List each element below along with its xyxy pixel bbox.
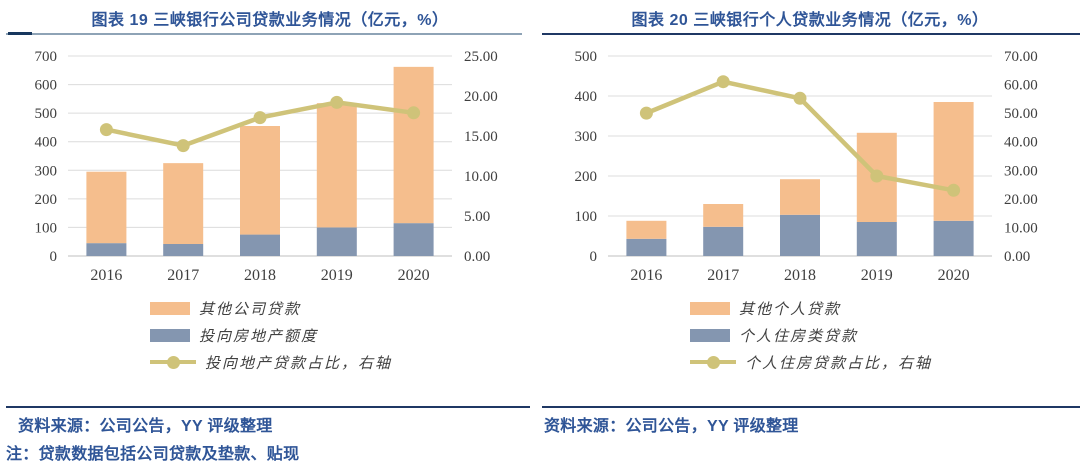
legend-label: 投向房地产额度 [199, 328, 319, 345]
svg-text:400: 400 [35, 135, 58, 151]
legend-item-personal-housing-loans: 个人住房类贷款 [690, 324, 932, 346]
svg-text:2018: 2018 [244, 267, 276, 284]
svg-text:500: 500 [35, 106, 58, 122]
blue-bar-swatch-icon [690, 328, 730, 342]
company-loan-stacked-bar-line-chart: 0 100 200 300 400 500 600 700 0.00 5.00 10.00 15.00… [35, 49, 498, 284]
svg-text:20.00: 20.00 [464, 89, 498, 105]
svg-text:2020: 2020 [398, 267, 430, 284]
svg-text:20.00: 20.00 [1004, 192, 1038, 208]
figure-20-bottom-rule [542, 406, 1080, 408]
svg-text:2017: 2017 [167, 267, 199, 284]
svg-text:300: 300 [35, 163, 58, 179]
svg-text:60.00: 60.00 [1004, 78, 1038, 94]
svg-text:2018: 2018 [784, 267, 816, 284]
svg-text:2019: 2019 [861, 267, 893, 284]
legend-item-other-company-loans: 其他公司贷款 [150, 297, 392, 319]
orange-bar-swatch-icon [690, 301, 730, 315]
legend-label: 个人住房贷款占比，右轴 [745, 355, 933, 372]
figure-19-title-underline [6, 32, 522, 35]
blue-bar-swatch-icon [150, 328, 190, 342]
svg-text:2020: 2020 [938, 267, 970, 284]
legend-item-other-personal-loans: 其他个人贷款 [690, 297, 932, 319]
legend-label: 其他公司贷款 [199, 301, 302, 318]
figure-20-source: 资料来源：公司公告，YY 评级整理 [544, 418, 799, 435]
svg-text:0: 0 [50, 249, 58, 265]
legend-label: 个人住房类贷款 [739, 328, 859, 345]
svg-text:2016: 2016 [630, 267, 662, 284]
figure-20-legend: 其他个人贷款 个人住房类贷款 个人住房贷款占比，右轴 [690, 297, 932, 378]
svg-text:0.00: 0.00 [1004, 249, 1030, 265]
figure-19-panel: 图表 19 三峡银行公司贷款业务情况（亿元，%） 0 100 200 300 400 50… [6, 12, 530, 463]
figure-19-bottom-rule [6, 406, 530, 408]
figure-19-note: 注：贷款数据包括公司贷款及垫款、贴现 [6, 446, 300, 463]
svg-text:2017: 2017 [707, 267, 739, 284]
svg-text:100: 100 [575, 209, 598, 225]
personal-loan-stacked-bar-line-chart: 0 100 200 300 400 500 0.00 10.00 20.00 30.00 40.00… [575, 49, 1038, 284]
legend-label: 其他个人贷款 [739, 301, 842, 318]
figure-19-title: 图表 19 三峡银行公司贷款业务情况（亿元，%） [91, 12, 449, 29]
figure-20-title: 图表 20 三峡银行个人贷款业务情况（亿元，%） [631, 12, 989, 29]
legend-item-housing-loan-ratio: 个人住房贷款占比，右轴 [690, 351, 932, 373]
svg-text:15.00: 15.00 [464, 129, 498, 145]
svg-text:2019: 2019 [321, 267, 353, 284]
svg-text:0: 0 [590, 249, 598, 265]
svg-text:700: 700 [35, 49, 58, 65]
svg-text:400: 400 [575, 89, 598, 105]
svg-text:600: 600 [35, 78, 58, 94]
svg-text:25.00: 25.00 [464, 49, 498, 65]
svg-text:200: 200 [575, 169, 598, 185]
svg-text:50.00: 50.00 [1004, 106, 1038, 122]
svg-text:10.00: 10.00 [1004, 220, 1038, 236]
gold-line-marker-swatch-icon [690, 355, 736, 369]
svg-text:70.00: 70.00 [1004, 49, 1038, 65]
legend-item-real-estate-quota: 投向房地产额度 [150, 324, 392, 346]
svg-text:2016: 2016 [90, 267, 122, 284]
gold-line-marker-swatch-icon [150, 355, 196, 369]
svg-text:5.00: 5.00 [464, 209, 490, 225]
svg-text:500: 500 [575, 49, 598, 65]
svg-text:40.00: 40.00 [1004, 135, 1038, 151]
svg-text:0.00: 0.00 [464, 249, 490, 265]
svg-text:10.00: 10.00 [464, 169, 498, 185]
underline-accent-dash [8, 32, 32, 35]
svg-text:300: 300 [575, 129, 598, 145]
svg-text:200: 200 [35, 192, 58, 208]
figure-20-panel: 图表 20 三峡银行个人贷款业务情况（亿元，%） 0 100 200 300 400 50… [540, 0, 1080, 467]
legend-label: 投向地产贷款占比，右轴 [205, 355, 393, 372]
legend-item-real-estate-ratio: 投向地产贷款占比，右轴 [150, 351, 392, 373]
figure-20-title-underline [542, 33, 1080, 35]
orange-bar-swatch-icon [150, 301, 190, 315]
figure-19-legend: 其他公司贷款 投向房地产额度 投向地产贷款占比，右轴 [150, 297, 392, 378]
figure-19-source: 资料来源：公司公告，YY 评级整理 [18, 418, 273, 435]
svg-text:100: 100 [35, 220, 58, 236]
svg-text:30.00: 30.00 [1004, 163, 1038, 179]
